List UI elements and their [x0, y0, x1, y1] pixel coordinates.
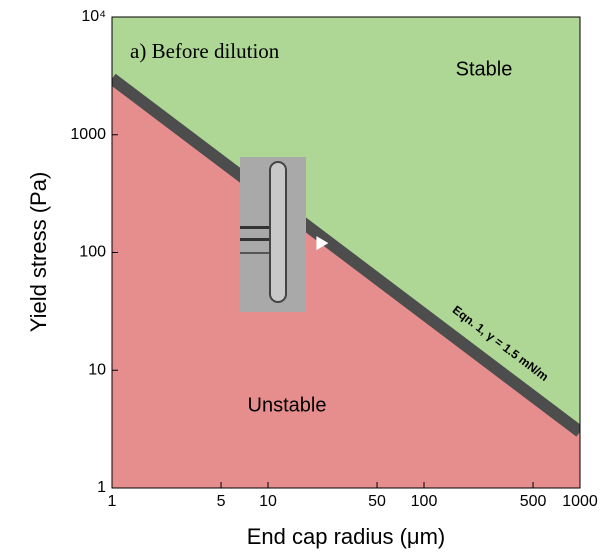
x-tick-label: 500: [520, 493, 547, 510]
x-tick-label: 10: [259, 493, 277, 510]
photo-drop: [270, 162, 286, 302]
x-tick-label: 100: [411, 493, 438, 510]
photo-pipette: [240, 252, 270, 254]
y-tick-label: 1: [97, 479, 106, 496]
y-axis-title: Yield stress (Pa): [26, 172, 51, 333]
region-label: Stable: [456, 58, 513, 80]
photo-pipette: [240, 238, 270, 241]
y-tick-label: 100: [79, 244, 106, 261]
chart: a) Before dilution Stable Unstable Eqn. …: [0, 0, 606, 555]
y-tick-label: 1000: [70, 126, 106, 143]
x-tick-label: 1000: [562, 493, 598, 510]
region-label: Unstable: [248, 394, 327, 416]
x-tick-label: 50: [368, 493, 386, 510]
inset-photo: [240, 157, 306, 312]
y-tick-label: 10⁴: [81, 8, 106, 25]
x-tick-label: 5: [217, 493, 226, 510]
x-axis-title: End cap radius (μm): [247, 524, 446, 549]
x-tick-label: 1: [108, 493, 117, 510]
y-tick-label: 10: [88, 361, 106, 378]
plot-area: [112, 17, 580, 488]
photo-pipette: [240, 226, 270, 229]
panel-label: a) Before dilution: [130, 39, 280, 63]
